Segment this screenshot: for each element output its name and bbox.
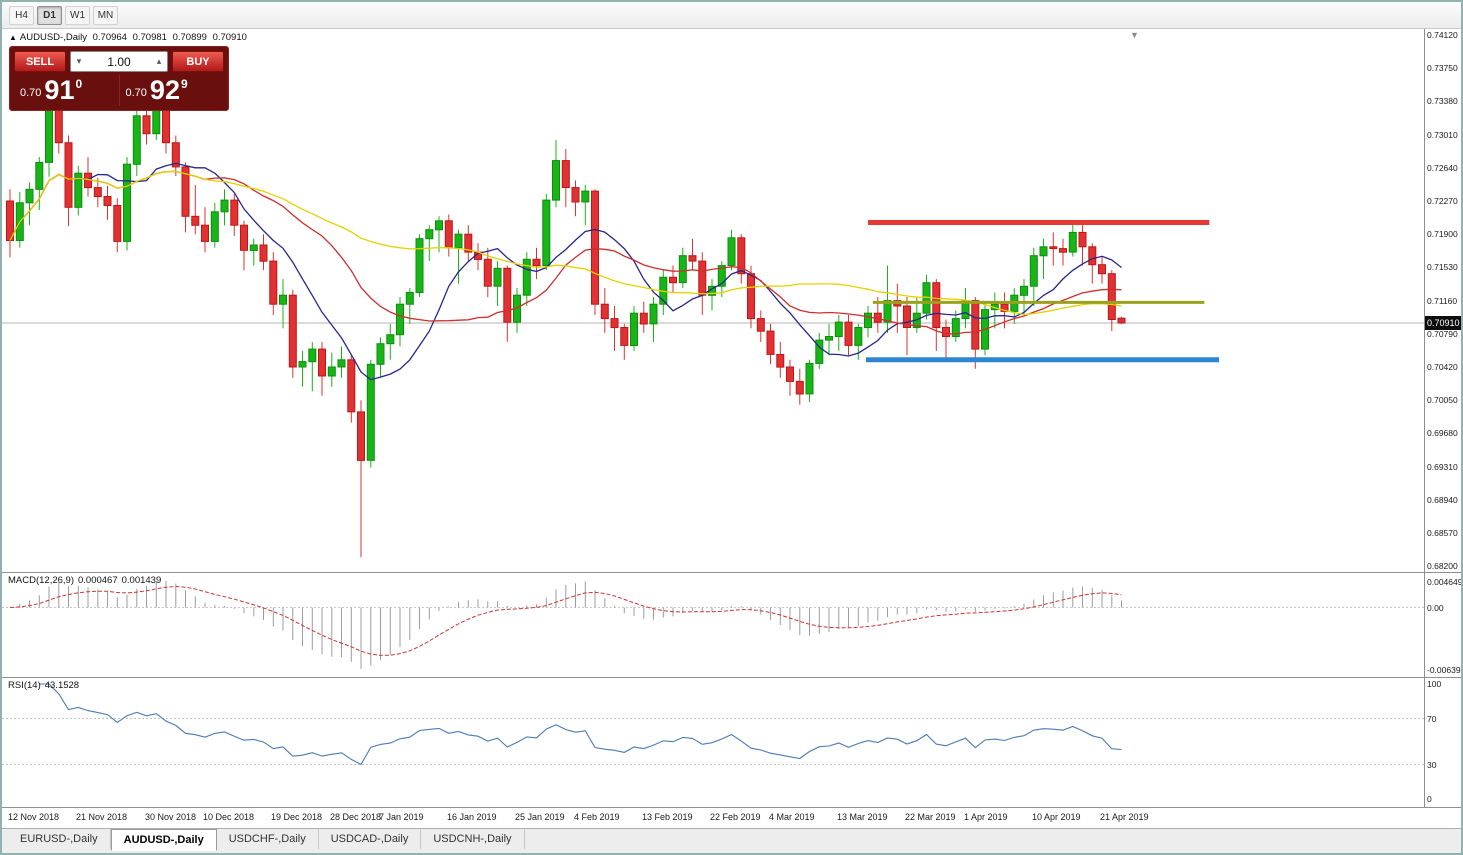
date-label: 28 Dec 2018 <box>330 812 382 822</box>
timeframe-button-W1[interactable]: W1 <box>65 5 90 25</box>
date-label: 4 Mar 2019 <box>769 812 815 822</box>
date-label: 12 Nov 2018 <box>8 812 60 822</box>
price-axis-label: 0.69310 <box>1427 462 1458 472</box>
ohlc-low: 0.70899 <box>172 32 207 43</box>
chart-header: ▲ AUDUSD-,Daily 0.70964 0.70981 0.70899 0… <box>9 32 250 43</box>
rsi-axis-label: 0 <box>1427 794 1432 804</box>
rsi-axis-label: 70 <box>1427 714 1437 724</box>
price-axis-label: 0.73380 <box>1427 96 1458 106</box>
buy-price-display[interactable]: 0.70 92 9 <box>120 75 225 106</box>
chart-title: AUDUSD-,Daily <box>19 32 87 43</box>
macd-label: MACD(12,26,9) 0.000467 0.001439 <box>8 575 162 586</box>
sell-price-big: 91 <box>44 75 75 105</box>
rsi-chart <box>2 683 1424 766</box>
date-label: 16 Jan 2019 <box>447 812 497 822</box>
price-axis-label: 0.68200 <box>1427 561 1458 571</box>
volume-up-icon[interactable]: ▴ <box>156 56 162 66</box>
timeframe-button-MN[interactable]: MN <box>93 5 118 25</box>
chart-tab-USDCAD[interactable]: USDCAD-,Daily <box>319 829 422 849</box>
pane-divider[interactable] <box>2 807 1461 808</box>
macd-pane[interactable]: MACD(12,26,9) 0.000467 0.001439 <box>2 573 1424 677</box>
price-axis-label: 0.69680 <box>1427 428 1458 438</box>
price-axis-label: 0.73750 <box>1427 63 1458 73</box>
macd-axis-label: 0.00 <box>1427 603 1444 613</box>
price-axis-label: 0.71900 <box>1427 229 1458 239</box>
chart-tabs-bar: EURUSD-,Daily AUDUSD-,Daily USDCHF-,Daily U… <box>2 828 1461 853</box>
collapse-trade-panel-icon[interactable]: ▲ <box>9 33 17 42</box>
price-axis-label: 0.72640 <box>1427 163 1458 173</box>
pane-divider[interactable] <box>2 677 1461 678</box>
buy-price-big: 92 <box>149 75 180 105</box>
sell-button[interactable]: SELL <box>14 51 66 72</box>
date-label: 10 Dec 2018 <box>203 812 255 822</box>
chart-tab-AUDUSD[interactable]: AUDUSD-,Daily <box>110 829 217 851</box>
timeframe-button-H4[interactable]: H4 <box>9 5 34 25</box>
price-axis-label: 0.70420 <box>1427 362 1458 372</box>
chart-tab-USDCHF[interactable]: USDCHF-,Daily <box>217 829 319 849</box>
date-label: 10 Apr 2019 <box>1032 812 1081 822</box>
candlestick-chart[interactable] <box>2 29 1424 572</box>
date-label: 21 Nov 2018 <box>76 812 128 822</box>
timeframe-button-D1[interactable]: D1 <box>37 5 62 25</box>
volume-control: ▾ ▴ <box>70 51 168 72</box>
price-axis-label: 0.68940 <box>1427 495 1458 505</box>
rsi-label: RSI(14) 43.1528 <box>8 680 80 691</box>
date-label: 4 Feb 2019 <box>574 812 620 822</box>
date-label: 1 Apr 2019 <box>964 812 1008 822</box>
ohlc-high: 0.70981 <box>132 32 167 43</box>
sell-price-pipette: 0 <box>75 77 83 91</box>
date-axis[interactable]: 12 Nov 2018 21 Nov 2018 30 Nov 2018 10 Dec … <box>2 808 1424 828</box>
date-label: 25 Jan 2019 <box>515 812 565 822</box>
date-label: 19 Dec 2018 <box>271 812 323 822</box>
ohlc-close: 0.70910 <box>212 32 247 43</box>
one-click-trading-panel: SELL ▾ ▴ BUY 0.70 91 0 0.70 92 9 <box>9 46 229 111</box>
price-axis-label: 0.71160 <box>1427 296 1458 306</box>
volume-down-icon[interactable]: ▾ <box>76 56 82 66</box>
pane-divider[interactable] <box>2 572 1461 573</box>
volume-input[interactable] <box>87 53 151 70</box>
sell-price-display[interactable]: 0.70 91 0 <box>14 75 120 106</box>
timeframe-toolbar: H4 D1 W1 MN <box>2 2 1461 29</box>
date-label: 22 Mar 2019 <box>905 812 956 822</box>
current-price-tag: 0.70910 <box>1425 316 1461 330</box>
chart-tab-USDCNH[interactable]: USDCNH-,Daily <box>421 829 525 849</box>
chart-tab-EURUSD[interactable]: EURUSD-,Daily <box>8 829 111 849</box>
ohlc-open: 0.70964 <box>92 32 127 43</box>
rsi-pane[interactable]: RSI(14) 43.1528 <box>2 678 1424 807</box>
price-axis-label: 0.70050 <box>1427 395 1458 405</box>
chart-shift-icon[interactable]: ▼ <box>1130 30 1139 40</box>
rsi-axis-label: 100 <box>1427 679 1442 689</box>
price-axis-label: 0.72270 <box>1427 196 1458 206</box>
date-label: 21 Apr 2019 <box>1100 812 1149 822</box>
date-label: 13 Feb 2019 <box>642 812 693 822</box>
date-label: 22 Feb 2019 <box>710 812 761 822</box>
price-axis-label: 0.68570 <box>1427 528 1458 538</box>
buy-price-prefix: 0.70 <box>125 87 147 99</box>
price-axis[interactable]: 0.74120 0.73750 0.73380 0.73010 0.72640 0.722… <box>1424 29 1461 808</box>
date-label: 13 Mar 2019 <box>837 812 888 822</box>
price-axis-label: 0.74120 <box>1427 30 1458 40</box>
sell-price-prefix: 0.70 <box>20 87 42 99</box>
macd-axis-label: 0.0046496 <box>1427 577 1463 587</box>
buy-price-pipette: 9 <box>180 77 188 91</box>
macd-axis-label: -0.0063936 <box>1427 665 1461 675</box>
price-axis-label: 0.71530 <box>1427 262 1458 272</box>
rsi-axis-label: 30 <box>1427 760 1437 770</box>
price-chart-pane[interactable]: ▲ AUDUSD-,Daily 0.70964 0.70981 0.70899 0… <box>2 29 1424 572</box>
date-label: 30 Nov 2018 <box>145 812 197 822</box>
buy-button[interactable]: BUY <box>172 51 224 72</box>
macd-chart <box>2 581 1424 669</box>
price-axis-label: 0.73010 <box>1427 130 1458 140</box>
date-label: 7 Jan 2019 <box>379 812 424 822</box>
price-axis-label: 0.70790 <box>1427 329 1458 339</box>
